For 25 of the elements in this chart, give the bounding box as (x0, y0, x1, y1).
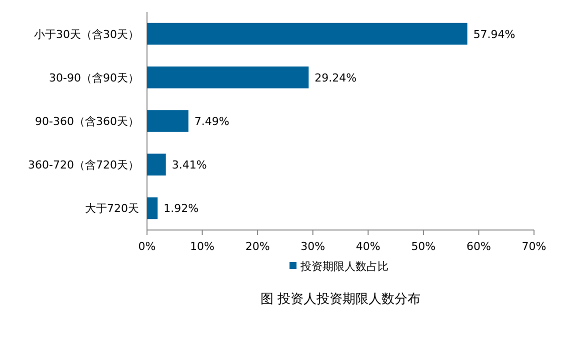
text: 图 投资人投资期限人数分布 (260, 292, 421, 307)
data-label: 29.24% (314, 71, 357, 84)
legend-label: 投资期限人数占比 (300, 260, 388, 273)
x-tick-label: 70% (522, 240, 546, 253)
x-tick-label: 50% (411, 240, 436, 253)
bar (147, 66, 309, 88)
data-label: 3.41% (172, 158, 207, 172)
data-label: 57.94% (473, 28, 516, 41)
y-tick-label: 小于30天（含30天） (34, 28, 139, 41)
x-tick-label: 10% (190, 240, 215, 253)
x-tick-label: 40% (356, 240, 380, 253)
bar (147, 197, 158, 220)
bar (147, 22, 468, 45)
y-tick-label: 大于720天 (85, 202, 139, 216)
bar (147, 154, 166, 176)
y-tick-label: 360-720（含720天） (28, 158, 139, 172)
bar (147, 110, 188, 132)
data-label: 7.49% (194, 115, 230, 128)
y-tick-label: 90-360（含360天） (35, 115, 139, 128)
x-tick-label: 30% (300, 240, 326, 253)
y-tick-label: 30-90（含90天） (49, 71, 139, 84)
data-label: 1.92% (164, 202, 199, 216)
x-tick-label: 20% (245, 240, 270, 253)
x-tick-label: 60% (466, 240, 491, 253)
x-tick-label: 0% (138, 240, 156, 253)
